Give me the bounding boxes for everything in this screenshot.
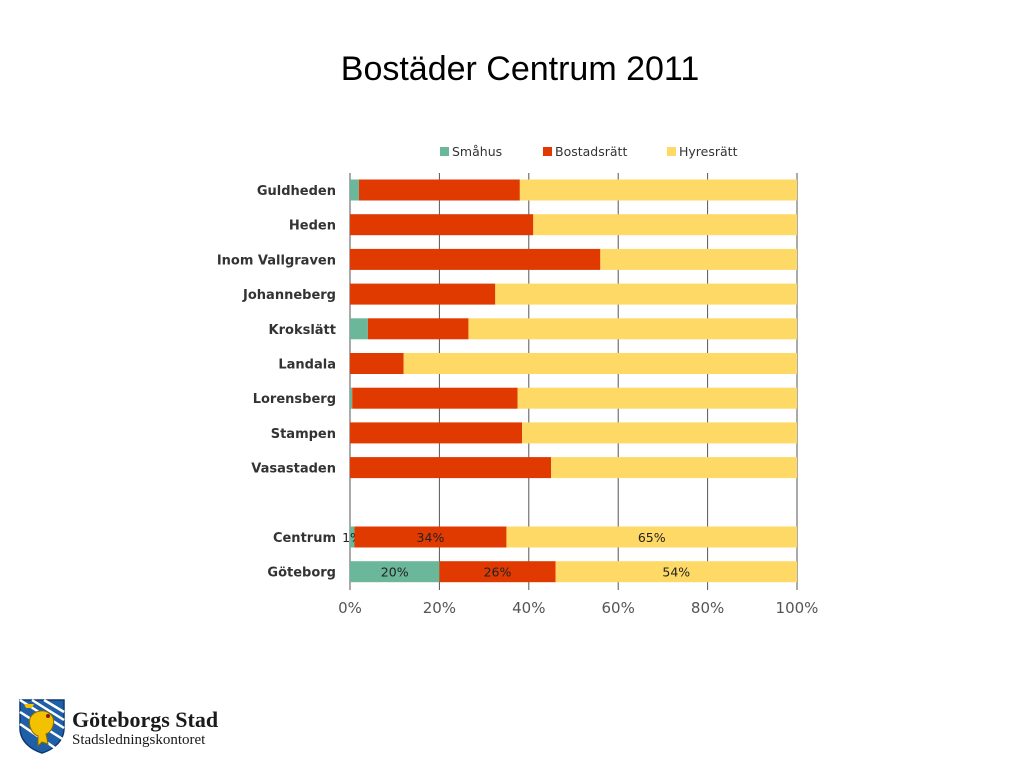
bar-segment — [350, 526, 355, 548]
bar-segment — [358, 179, 520, 201]
bar-segment — [350, 179, 359, 201]
category-label: Göteborg — [267, 566, 336, 581]
goteborg-coat-of-arms-logo — [19, 698, 65, 754]
org-name: Göteborgs Stad — [72, 707, 219, 732]
bar-segment — [350, 387, 353, 409]
bar-segment — [506, 526, 797, 548]
category-label: Centrum — [273, 531, 336, 546]
bar-segment — [354, 526, 507, 548]
x-tick-label: 80% — [691, 599, 724, 617]
data-label: 20% — [381, 565, 409, 580]
slide-title: Bostäder Centrum 2011 — [340, 50, 700, 88]
stacked-bar-chart: Guldheden Heden Inom Vallgraven Johanneberg… — [217, 144, 819, 617]
category-label: Lorensberg — [253, 392, 336, 407]
bar-segment — [350, 422, 523, 444]
bar-segment — [403, 353, 797, 374]
legend-label: Småhus — [452, 144, 502, 159]
bar-segment — [533, 214, 797, 236]
data-label: 34% — [417, 530, 445, 545]
legend-swatch — [667, 147, 676, 156]
legend-label: Hyresrätt — [679, 144, 738, 159]
bar-segment — [551, 457, 797, 479]
category-label: Inom Vallgraven — [217, 253, 336, 268]
department-name: Stadsledningskontoret — [72, 732, 206, 748]
data-label: 65% — [638, 530, 666, 545]
legend-label: Bostadsrätt — [555, 144, 627, 159]
bar-segment — [517, 387, 797, 409]
bar-segment — [600, 248, 797, 270]
bar-segment — [519, 179, 797, 201]
x-tick-label: 40% — [512, 599, 545, 617]
bar-segment — [350, 457, 552, 479]
bar-segment — [522, 422, 797, 444]
legend-swatch — [543, 147, 552, 156]
category-label: Krokslätt — [269, 323, 336, 338]
bar-segment — [468, 318, 797, 340]
bar-segment — [350, 283, 496, 305]
bar-segment — [350, 561, 440, 583]
category-label: Johanneberg — [242, 288, 336, 303]
legend-swatch — [440, 147, 449, 156]
bar-segment — [367, 318, 469, 340]
bar-segment — [350, 318, 368, 340]
category-label: Guldheden — [257, 184, 336, 199]
bar-segment — [350, 214, 534, 236]
bar-segment — [555, 561, 797, 583]
bar-segment — [439, 561, 556, 583]
bar-segment — [495, 283, 797, 305]
x-tick-label: 60% — [602, 599, 635, 617]
category-label: Vasastaden — [251, 462, 336, 477]
bar-segment — [350, 248, 601, 270]
data-label: 26% — [484, 565, 512, 580]
category-label: Stampen — [271, 427, 336, 442]
bar-segment — [352, 387, 518, 409]
x-tick-label: 100% — [776, 599, 819, 617]
category-label: Heden — [289, 219, 336, 234]
category-label: Landala — [278, 358, 336, 373]
bar-segment — [350, 353, 404, 374]
x-tick-label: 0% — [338, 599, 362, 617]
data-label: 54% — [662, 565, 690, 580]
x-tick-label: 20% — [423, 599, 456, 617]
